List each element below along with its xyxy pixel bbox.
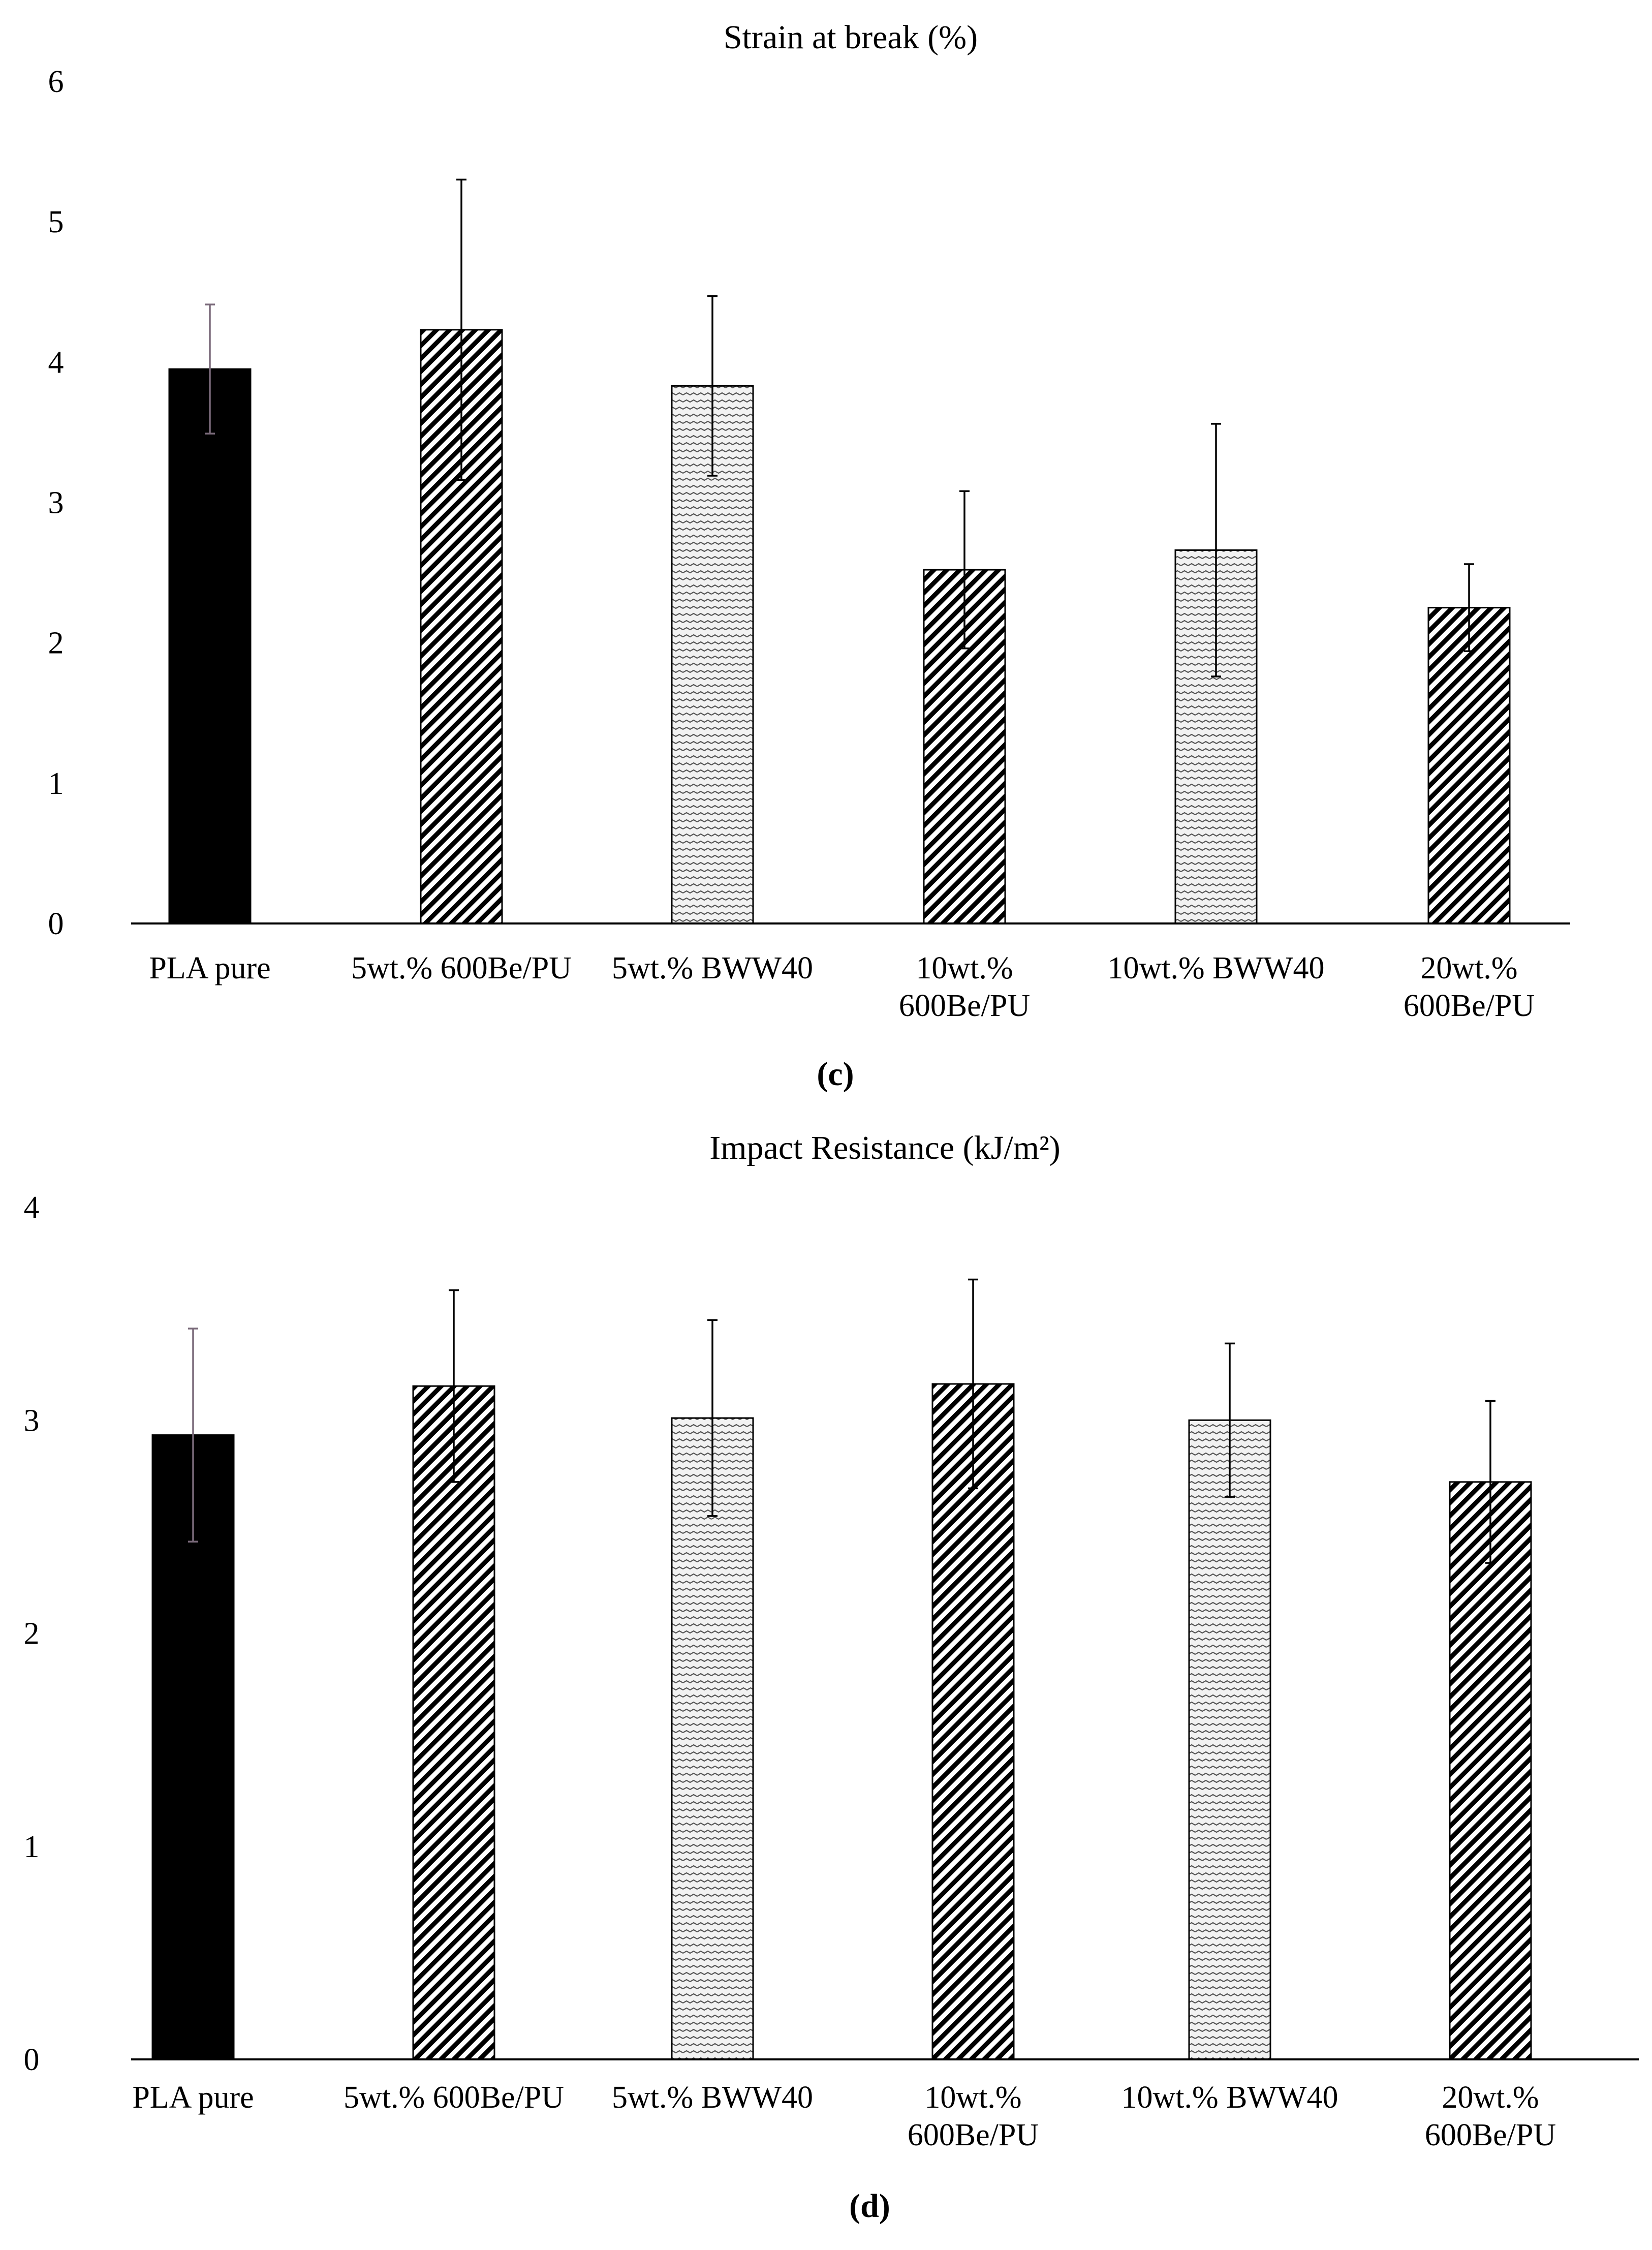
error-bar <box>456 178 466 481</box>
x-category-label: 5wt.% BWW40 <box>612 2080 813 2115</box>
bar <box>1188 1419 1271 2060</box>
x-category-label-line: 600Be/PU <box>908 2118 1039 2152</box>
x-category-label: PLA pure <box>132 2080 254 2115</box>
y-tick-label: 1 <box>48 766 64 801</box>
x-category-label-line: 5wt.% BWW40 <box>612 951 813 985</box>
error-bar <box>205 303 215 435</box>
x-category-label-line: 10wt.% <box>924 2080 1021 2115</box>
bar <box>1449 1481 1532 2060</box>
y-tick-label: 5 <box>48 205 64 239</box>
x-category-label: 10wt.% BWW40 <box>1121 2080 1338 2115</box>
error-bar <box>1464 563 1474 652</box>
chart-title: Impact Resistance (kJ/m²) <box>709 1129 1061 1166</box>
y-tick-label: 6 <box>48 65 64 99</box>
chart-panel-c: Strain at break (%) 0 1 2 3 4 5 6 PLA pure 5wt.% … <box>48 19 1570 1093</box>
x-category-label-line: 600Be/PU <box>1404 989 1535 1023</box>
y-tick-label: 4 <box>24 1190 40 1225</box>
x-category-label: 20wt.% 600Be/PU <box>1425 2080 1556 2152</box>
x-category-label-line: 10wt.% BWW40 <box>1107 951 1324 985</box>
x-category-label-line: 20wt.% <box>1420 951 1517 985</box>
x-category-label-line: 5wt.% BWW40 <box>612 2080 813 2115</box>
error-bar <box>1225 1342 1235 1498</box>
x-category-label: 10wt.% 600Be/PU <box>899 951 1030 1023</box>
y-tick-label: 2 <box>24 1617 40 1651</box>
x-category-label: 10wt.% BWW40 <box>1107 951 1324 985</box>
x-category-label-line: 20wt.% <box>1442 2080 1539 2115</box>
x-category-label-line: 10wt.% <box>916 951 1013 985</box>
bar <box>931 1383 1015 2060</box>
x-category-label-line: PLA pure <box>132 2080 254 2115</box>
panel-label: (c) <box>817 1056 854 1093</box>
x-category-label-line: 600Be/PU <box>899 989 1030 1023</box>
x-category-label-line: 600Be/PU <box>1425 2118 1556 2152</box>
y-tick-label: 2 <box>48 626 64 661</box>
y-tick-label: 3 <box>48 486 64 520</box>
error-bar <box>968 1278 978 1490</box>
y-tick-label: 3 <box>24 1403 40 1438</box>
panel-label: (d) <box>849 2187 890 2225</box>
x-category-label-line: 10wt.% BWW40 <box>1121 2080 1338 2115</box>
error-bar <box>188 1328 198 1543</box>
chart-title: Strain at break (%) <box>724 19 978 56</box>
error-bar <box>449 1289 459 1483</box>
error-bar <box>707 1319 718 1517</box>
x-category-label-line: 5wt.% 600Be/PU <box>344 2080 564 2115</box>
chart-panel-d: Impact Resistance (kJ/m²) 0 1 2 3 4 PLA pure 5w… <box>24 1129 1639 2225</box>
error-bar <box>1485 1400 1495 1564</box>
x-category-label-line: 5wt.% 600Be/PU <box>351 951 572 985</box>
x-category-label: PLA pure <box>149 951 270 985</box>
error-bar <box>707 295 718 477</box>
y-tick-label: 4 <box>48 345 64 380</box>
y-tick-label: 0 <box>48 907 64 941</box>
x-category-label: 5wt.% 600Be/PU <box>351 951 572 985</box>
bar <box>412 1385 495 2060</box>
x-category-label: 5wt.% BWW40 <box>612 951 813 985</box>
y-tick-label: 0 <box>24 2043 40 2077</box>
x-category-label: 5wt.% 600Be/PU <box>344 2080 564 2115</box>
error-bar <box>959 490 970 650</box>
bar <box>1427 607 1511 924</box>
x-category-label: 20wt.% 600Be/PU <box>1404 951 1535 1023</box>
bar <box>168 368 252 924</box>
x-category-label: 10wt.% 600Be/PU <box>908 2080 1039 2152</box>
y-tick-label: 1 <box>24 1830 40 1864</box>
x-category-label-line: PLA pure <box>149 951 270 985</box>
error-bar <box>1211 423 1221 677</box>
